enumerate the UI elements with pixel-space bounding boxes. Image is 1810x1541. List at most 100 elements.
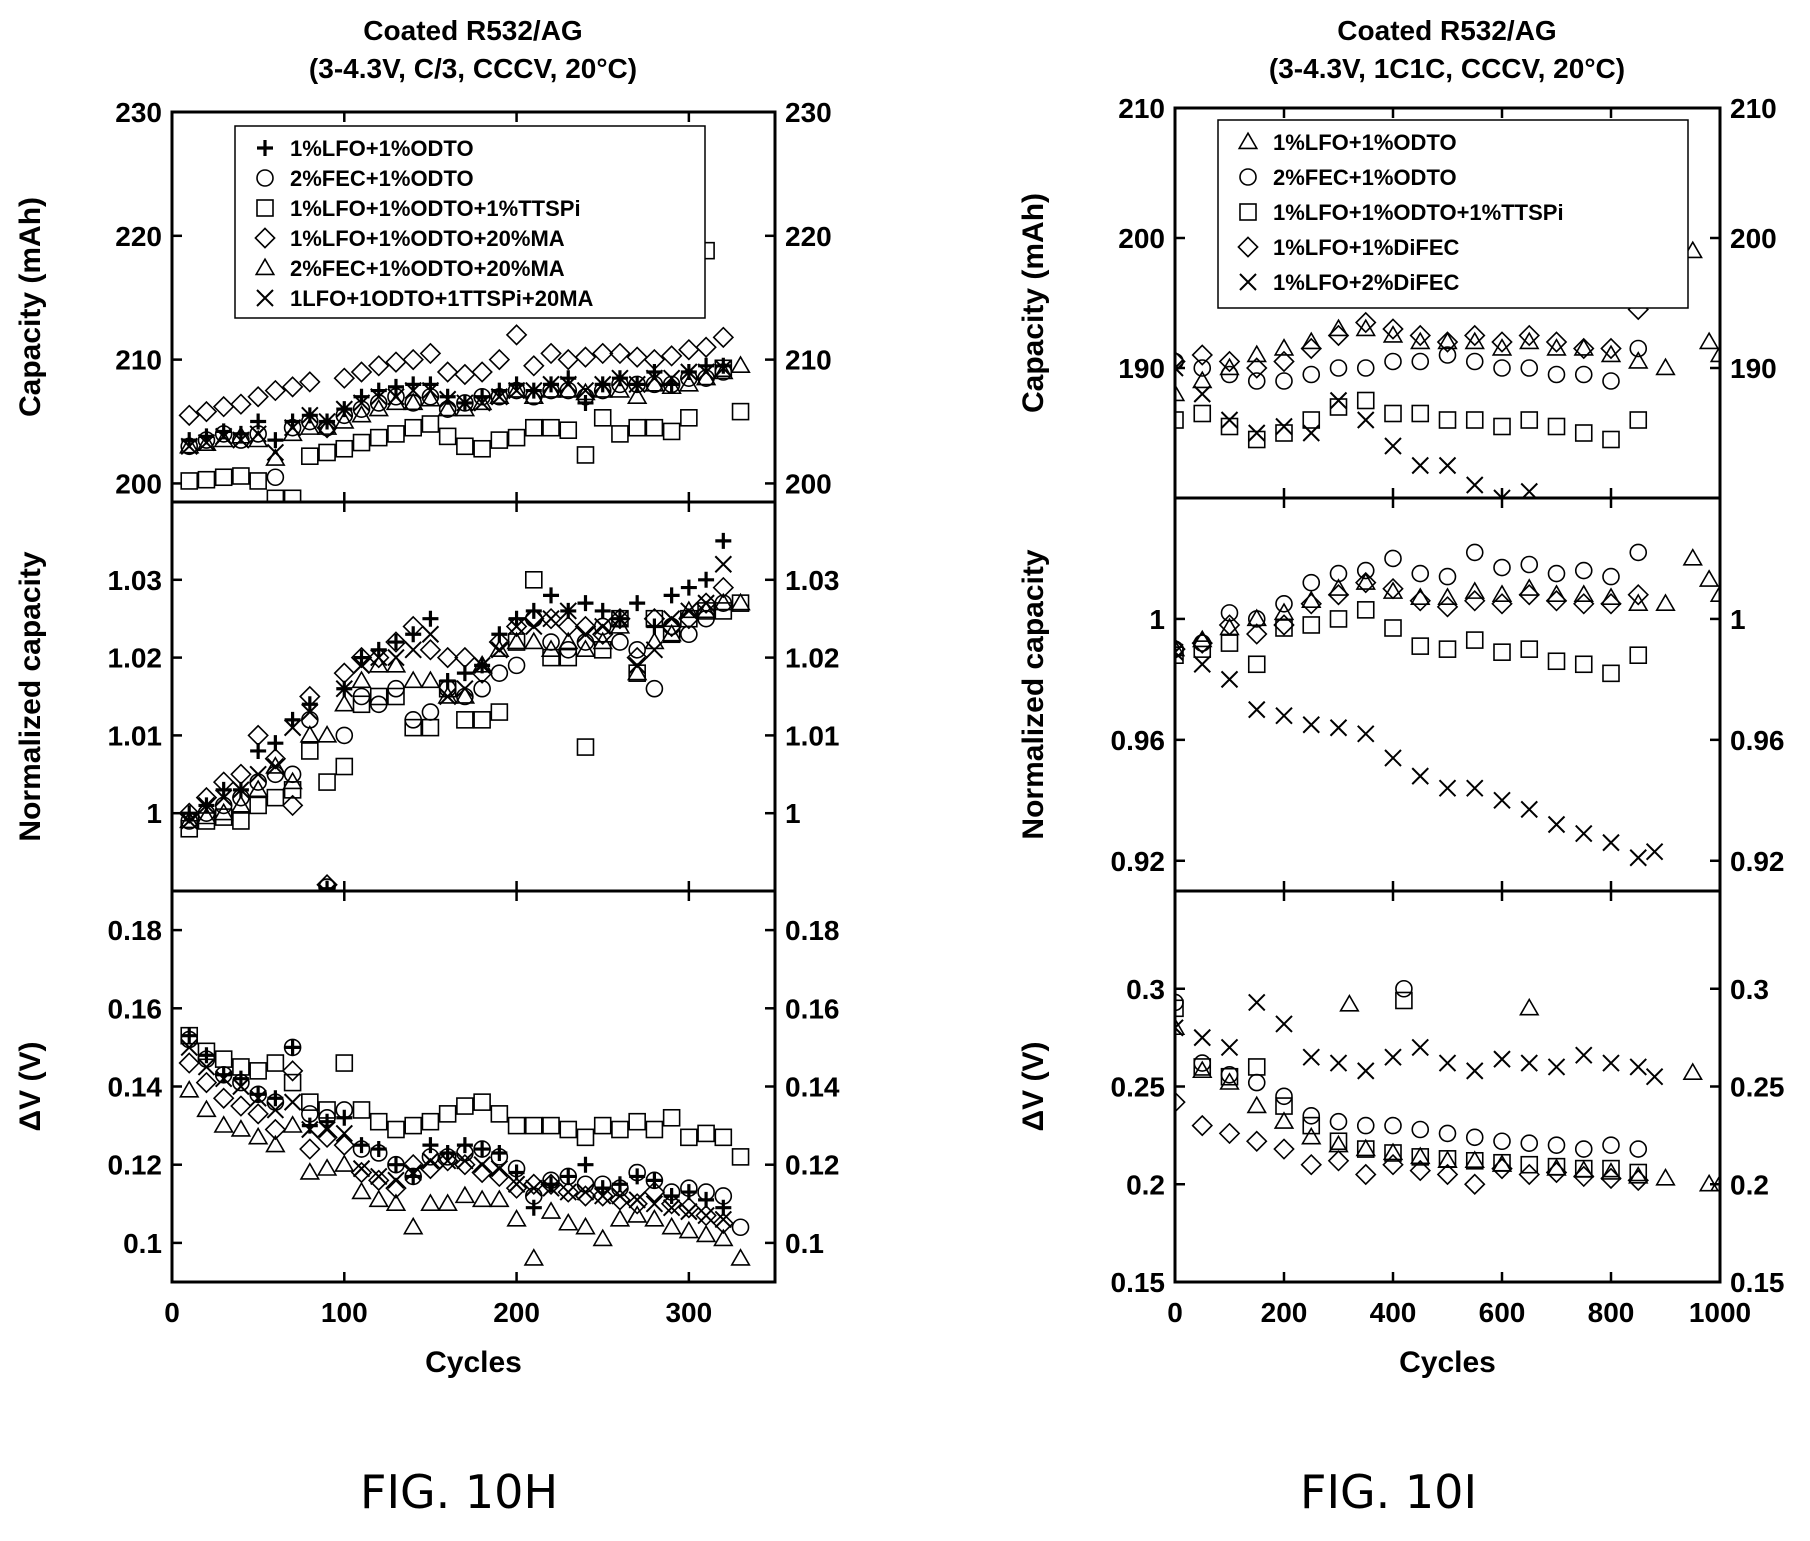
data-point (438, 1148, 457, 1166)
data-point (1628, 351, 1649, 369)
data-point (1220, 365, 1239, 384)
data-point (1193, 1058, 1212, 1076)
data-point (249, 765, 267, 784)
data-point (628, 1112, 646, 1131)
x-tick-label: 0 (164, 1297, 180, 1328)
data-point (1709, 1173, 1720, 1192)
data-point (680, 1179, 698, 1197)
data-point (473, 394, 491, 412)
series-diamond (1175, 571, 1649, 660)
legend-label: 2%FEC+1%ODTO (290, 166, 474, 191)
chart-fig10h: Coated R532/AG (3-4.3V, C/3, CCCV, 20°C) 2… (14, 15, 840, 1379)
data-point (456, 1097, 474, 1115)
data-point (438, 427, 457, 446)
y-tick-label-right: 0.18 (785, 915, 840, 946)
data-point (232, 431, 250, 449)
data-point (1246, 623, 1268, 645)
data-point (609, 607, 631, 630)
data-point (301, 703, 319, 721)
data-point (593, 641, 612, 659)
data-point (247, 1126, 269, 1145)
data-point (1275, 1087, 1293, 1106)
data-point (403, 392, 424, 411)
data-point (301, 447, 319, 465)
data-point (404, 1163, 422, 1182)
data-point (1327, 1150, 1350, 1172)
data-point (1175, 350, 1186, 373)
data-point (316, 1126, 338, 1149)
data-point (230, 393, 252, 415)
data-point (1327, 584, 1350, 606)
data-point (1465, 352, 1484, 371)
data-point (1356, 601, 1375, 619)
data-point (1493, 558, 1511, 577)
data-point (697, 594, 715, 612)
data-point (1627, 584, 1649, 606)
legend-label: 2%FEC+1%ODTO (1273, 165, 1457, 190)
data-point (490, 664, 509, 682)
data-point (712, 1212, 735, 1235)
data-point (284, 711, 301, 728)
data-point (1629, 411, 1648, 429)
data-point (301, 406, 319, 425)
y-tick-label-right: 0.2 (1730, 1169, 1769, 1200)
data-point (540, 1201, 562, 1219)
data-point (574, 1185, 597, 1207)
data-point (421, 703, 440, 721)
data-point (301, 1117, 318, 1134)
data-point (594, 375, 612, 394)
data-point (1438, 640, 1457, 658)
chart-subtitle: (3-4.3V, 1C1C, CCCV, 20°C) (1269, 53, 1625, 84)
series-diamond (1175, 1091, 1649, 1195)
data-point (1464, 1173, 1486, 1195)
data-point (385, 351, 407, 373)
data-point (421, 387, 440, 406)
data-point (1384, 437, 1402, 455)
data-point (387, 1156, 404, 1173)
data-point (368, 654, 389, 673)
data-point (1491, 1157, 1513, 1180)
data-point (1698, 569, 1720, 587)
data-point (353, 649, 370, 666)
data-point (591, 623, 614, 645)
data-point (421, 1152, 440, 1170)
data-point (266, 757, 285, 776)
data-point (1246, 357, 1268, 379)
data-point (1247, 610, 1266, 628)
data-point (540, 607, 562, 630)
data-point (1438, 411, 1457, 429)
data-point (558, 631, 579, 650)
data-point (213, 429, 234, 448)
data-point (1411, 404, 1430, 423)
data-point (352, 695, 371, 714)
data-point (1493, 1050, 1511, 1068)
data-point (609, 380, 631, 398)
data-point (267, 432, 284, 449)
data-point (661, 376, 682, 395)
legend-label: 1%LFO+1%ODTO (1273, 130, 1457, 155)
data-point (1411, 352, 1430, 371)
data-point (250, 413, 267, 430)
data-point (1301, 331, 1322, 350)
y-tick-label-left: 200 (115, 468, 162, 499)
data-point (283, 718, 302, 737)
data-point (488, 348, 511, 371)
legend-label: 1%LFO+1%ODTO+1%TTSPi (1273, 200, 1564, 225)
data-point (574, 346, 597, 368)
data-point (662, 422, 681, 441)
data-point (369, 428, 388, 447)
data-point (1600, 587, 1622, 605)
data-point (1411, 1120, 1430, 1139)
data-point (559, 602, 577, 620)
data-point (471, 361, 493, 383)
data-point (301, 1120, 319, 1139)
data-point (1465, 631, 1484, 649)
panel-3: 0.15 0.15 0.2 0.2 0.25 0.25 0.3 0.3 ΔV (V) (1017, 889, 1785, 1298)
data-point (1518, 324, 1540, 347)
data-point (335, 757, 354, 776)
data-point (697, 1206, 715, 1225)
data-point (1574, 365, 1593, 384)
data-point (369, 1112, 388, 1131)
data-point (422, 610, 439, 627)
